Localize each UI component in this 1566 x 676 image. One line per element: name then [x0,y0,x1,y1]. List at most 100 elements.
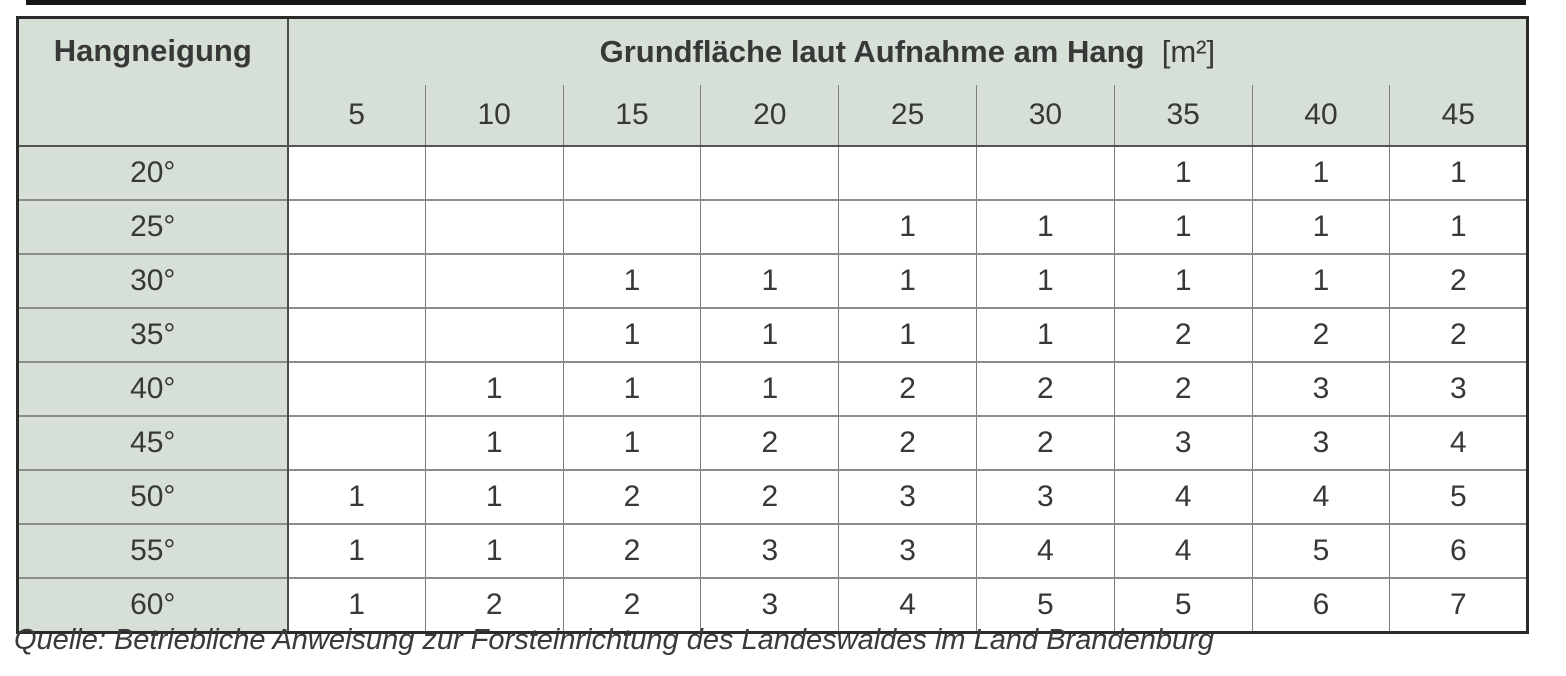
data-cell [700,199,840,255]
data-cell [287,415,426,471]
col-header-35: 35 [1113,85,1253,147]
data-cell: 1 [424,523,564,579]
data-cell: 5 [1389,469,1529,525]
data-cell: 4 [1251,469,1391,525]
header-row-columns: 5 10 15 20 25 30 35 40 45 [18,85,1529,147]
data-cell: 6 [1389,523,1529,579]
table-row: 30° 1 1 1 1 1 1 2 [17,253,1529,309]
top-edge-strip [26,0,1526,5]
data-cell: 2 [975,361,1115,417]
group-header-unit [1153,34,1162,69]
data-cell [287,199,426,255]
data-cell [700,145,840,201]
data-cell: 2 [1113,307,1253,363]
row-label: 55° [17,523,289,579]
data-cell: 5 [1251,523,1391,579]
col-header-20: 20 [700,85,840,147]
data-cell: 3 [700,577,840,633]
row-label: 50° [17,469,289,525]
col-header-10: 10 [424,85,564,147]
data-cell: 3 [838,523,977,579]
data-cell: 2 [562,577,702,633]
table-row: 50° 1 1 2 2 3 3 4 4 5 [17,469,1529,525]
data-cell: 1 [1251,145,1391,201]
data-cell: 1 [1251,199,1391,255]
data-cell: 3 [700,523,840,579]
data-cell: 1 [1251,253,1391,309]
slope-basal-area-table: Hangneigung Grundfläche laut Aufnahme am… [16,16,1530,634]
data-cell: 4 [1113,523,1253,579]
row-label: 35° [17,307,289,363]
data-cell [424,199,564,255]
data-cell: 1 [1113,145,1253,201]
data-cell: 2 [1389,307,1529,363]
data-cell: 4 [1389,415,1529,471]
col-header-5: 5 [287,85,426,147]
data-cell: 3 [1251,361,1391,417]
data-cell: 1 [700,361,840,417]
data-cell: 2 [424,577,564,633]
data-cell: 1 [975,307,1115,363]
data-cell: 3 [1251,415,1391,471]
data-cell: 1 [424,469,564,525]
data-cell [287,253,426,309]
data-cell: 4 [975,523,1115,579]
data-cell: 3 [975,469,1115,525]
data-cell: 2 [562,523,702,579]
data-cell: 3 [1389,361,1529,417]
data-cell: 1 [562,253,702,309]
data-cell: 1 [287,523,426,579]
data-cell: 1 [287,469,426,525]
col-header-30: 30 [975,85,1115,147]
col-header-45: 45 [1389,85,1529,147]
corner-header-hangneigung: Hangneigung [17,17,289,147]
data-cell: 1 [424,361,564,417]
row-label: 30° [17,253,289,309]
data-cell [287,145,426,201]
source-caption: Quelle: Betriebliche Anweisung zur Forst… [14,624,1214,656]
row-label: 20° [17,145,289,201]
data-cell: 2 [975,415,1115,471]
data-cell: 5 [975,577,1115,633]
data-cell: 1 [562,415,702,471]
data-cell [562,145,702,201]
data-cell: 1 [975,253,1115,309]
table-row: 45° 1 1 2 2 2 3 3 4 [17,415,1529,471]
data-cell [287,307,426,363]
col-header-40: 40 [1251,85,1391,147]
data-cell: 1 [838,307,977,363]
col-header-15: 15 [562,85,702,147]
group-header-title: Grundfläche laut Aufnahme am Hang [599,34,1145,70]
data-cell [287,361,426,417]
data-cell: 2 [838,361,977,417]
data-cell: 6 [1251,577,1391,633]
row-label: 25° [17,199,289,255]
data-cell: 3 [838,469,977,525]
row-label: 45° [17,415,289,471]
data-cell: 2 [562,469,702,525]
data-cell: 1 [1113,253,1253,309]
data-cell: 2 [1389,253,1529,309]
data-cell: 1 [287,577,426,633]
data-cell: 2 [1251,307,1391,363]
header-row-group: Hangneigung Grundfläche laut Aufnahme am… [17,17,1529,147]
data-cell: 2 [838,415,977,471]
table-row: 35° 1 1 1 1 2 2 2 [17,307,1529,363]
data-cell: 4 [1113,469,1253,525]
data-cell: 1 [838,199,977,255]
data-cell [424,145,564,201]
row-label: 40° [17,361,289,417]
data-cell: 1 [838,253,977,309]
data-cell: 1 [424,415,564,471]
data-cell [838,145,977,201]
data-cell: 1 [975,199,1115,255]
table-row: 55° 1 1 2 3 3 4 4 5 6 [17,523,1529,579]
data-cell: 7 [1389,577,1529,633]
data-cell [562,199,702,255]
data-cell [424,253,564,309]
row-label: 60° [17,577,289,633]
data-cell: 3 [1113,415,1253,471]
table-row: 20° 1 1 1 [17,145,1529,201]
table-row: 60° 1 2 2 3 4 5 5 6 7 [17,577,1529,633]
table-row: 25° 1 1 1 1 1 [17,199,1529,255]
